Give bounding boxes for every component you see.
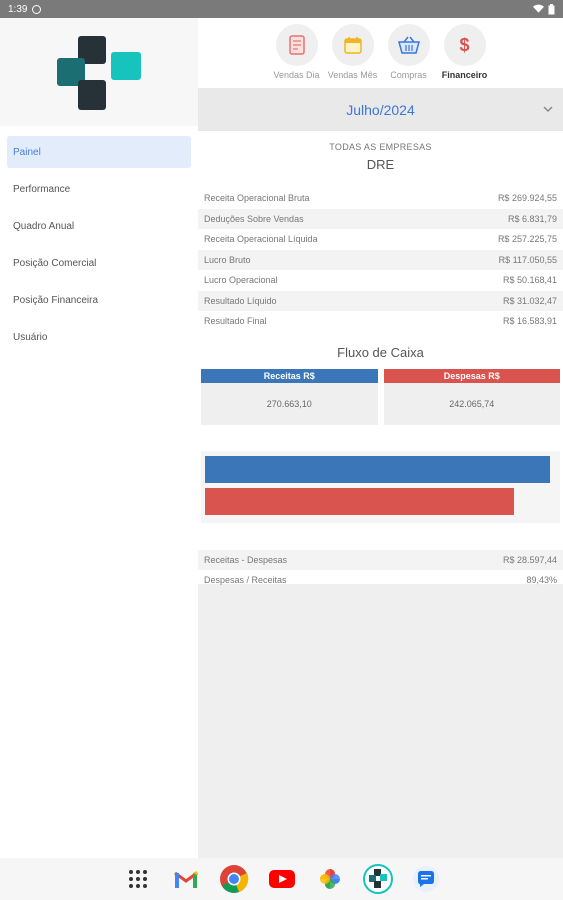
dre-table: Receita Operacional Bruta R$ 269.924,55 D… xyxy=(198,188,563,332)
table-row: Receitas - Despesas R$ 28.597,44 xyxy=(198,549,563,570)
sidebar-item-usuario[interactable]: Usuário xyxy=(13,331,48,343)
despesas-box: Despesas R$ 242.065,74 xyxy=(383,368,560,425)
receitas-header: Receitas R$ xyxy=(201,368,378,383)
notification-icon xyxy=(32,4,42,14)
receitas-bar xyxy=(205,455,550,483)
tab-compras[interactable]: Compras xyxy=(384,24,434,88)
table-row: Lucro Operacional R$ 50.168,41 xyxy=(204,275,557,286)
table-row: Deduções Sobre Vendas R$ 6.831,79 xyxy=(198,208,563,229)
tab-label: Financeiro xyxy=(441,70,488,80)
tab-financeiro[interactable]: $ Financeiro xyxy=(440,24,490,88)
despesas-value: 242.065,74 xyxy=(383,382,560,425)
month-label: Julho/2024 xyxy=(346,101,415,118)
logo-area xyxy=(0,18,198,126)
youtube-icon[interactable] xyxy=(265,863,298,896)
dollar-icon: $ xyxy=(459,34,470,55)
battery-icon xyxy=(548,3,555,14)
sidebar: Painel Performance Quadro Anual Posição … xyxy=(0,18,198,858)
fluxo-boxes: Receitas R$ 270.663,10 Despesas R$ 242.0… xyxy=(198,368,563,425)
dre-title: DRE xyxy=(366,157,395,172)
sidebar-item-posicao-financeira[interactable]: Posição Financeira xyxy=(13,294,99,306)
tab-label: Vendas Dia xyxy=(273,70,320,80)
tab-label: Compras xyxy=(390,70,427,80)
messages-icon[interactable] xyxy=(409,863,442,896)
main-content: Vendas Dia Vendas Mês Compras $ Financei… xyxy=(198,18,563,858)
receipt-icon xyxy=(288,35,305,55)
fluxo-bar-chart xyxy=(201,450,560,523)
despesas-header: Despesas R$ xyxy=(383,368,560,383)
chrome-icon[interactable] xyxy=(217,863,250,896)
fluxo-title: Fluxo de Caixa xyxy=(337,344,424,360)
sidebar-nav: Painel Performance Quadro Anual Posição … xyxy=(0,126,198,353)
tab-vendas-dia[interactable]: Vendas Dia xyxy=(272,24,322,88)
table-row: Receita Operacional Bruta R$ 269.924,55 xyxy=(204,193,557,204)
tab-label: Vendas Mês xyxy=(327,70,378,80)
sidebar-item-painel[interactable]: Painel xyxy=(7,136,191,168)
month-selector[interactable]: Julho/2024 xyxy=(198,88,563,131)
despesas-bar xyxy=(205,487,514,515)
wifi-icon xyxy=(533,4,544,13)
table-row: Resultado Líquido R$ 31.032,47 xyxy=(198,290,563,311)
summary-table: Receitas - Despesas R$ 28.597,44 Despesas… xyxy=(198,549,563,591)
company-label: TODAS AS EMPRESAS xyxy=(329,142,432,152)
dashboard-card: TODAS AS EMPRESAS DRE Receita Operaciona… xyxy=(198,131,563,585)
table-row: Resultado Final R$ 16.583,91 xyxy=(204,316,557,327)
taskbar xyxy=(0,858,563,900)
sidebar-item-quadro-anual[interactable]: Quadro Anual xyxy=(13,220,75,232)
tab-vendas-mes[interactable]: Vendas Mês xyxy=(328,24,378,88)
status-bar: 1:39 xyxy=(0,0,563,18)
basket-icon xyxy=(397,36,420,54)
table-row: Despesas / Receitas 89,43% xyxy=(204,575,557,586)
app-drawer-icon[interactable] xyxy=(121,863,154,896)
status-time: 1:39 xyxy=(8,3,28,15)
top-nav: Vendas Dia Vendas Mês Compras $ Financei… xyxy=(198,18,563,88)
app-shortcut-icon[interactable] xyxy=(361,863,394,896)
sidebar-item-posicao-comercial[interactable]: Posição Comercial xyxy=(13,257,97,269)
table-row: Lucro Bruto R$ 117.050,55 xyxy=(198,249,563,270)
table-row: Receita Operacional Líquida R$ 257.225,75 xyxy=(204,234,557,245)
app-logo xyxy=(57,36,141,110)
receitas-value: 270.663,10 xyxy=(201,382,378,425)
gmail-icon[interactable] xyxy=(169,863,202,896)
receitas-box: Receitas R$ 270.663,10 xyxy=(201,368,378,425)
calendar-icon xyxy=(343,37,362,54)
chevron-down-icon[interactable] xyxy=(542,103,554,115)
sidebar-item-performance[interactable]: Performance xyxy=(13,183,71,195)
photos-icon[interactable] xyxy=(313,863,346,896)
